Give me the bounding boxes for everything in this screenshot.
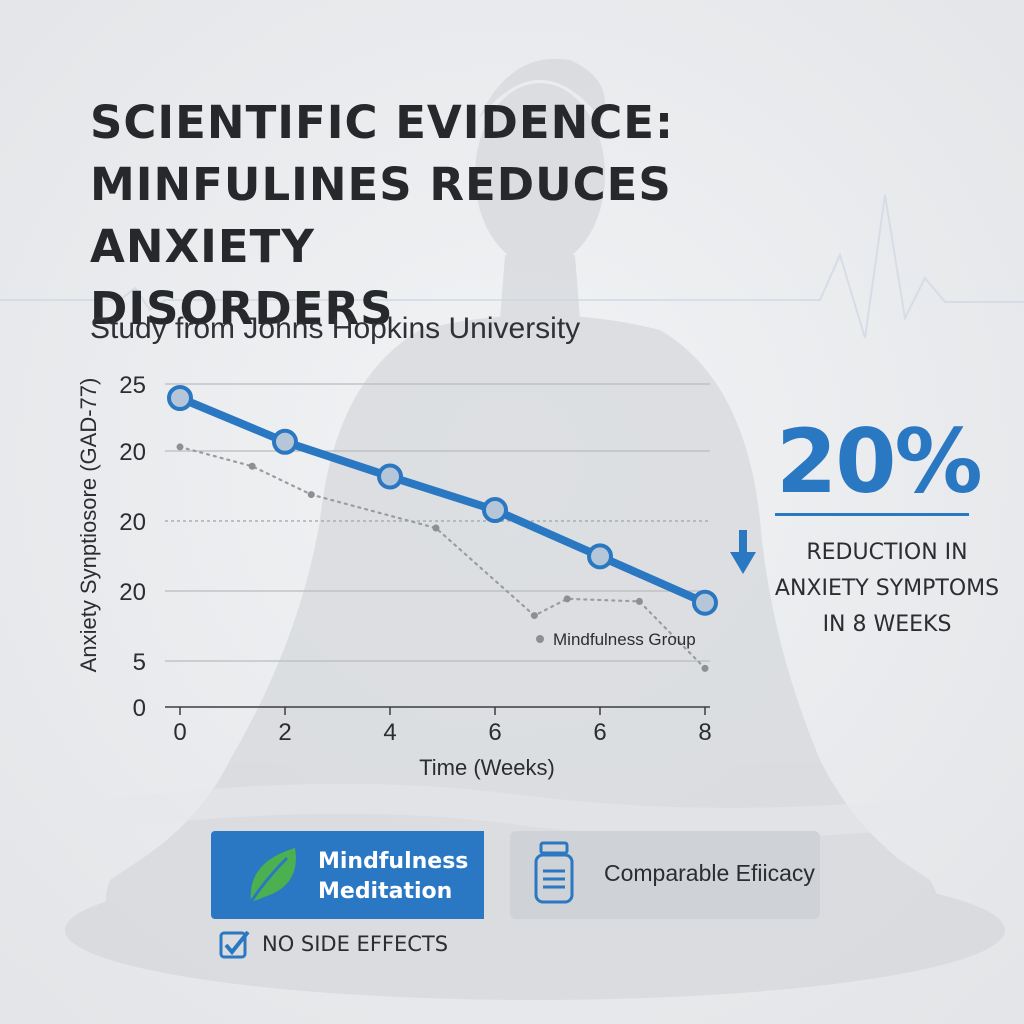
blue-series-point	[482, 497, 508, 524]
mindfulness-label-line-2: Meditation	[318, 879, 453, 904]
checkbox-icon	[219, 930, 250, 959]
blue-series-line	[176, 394, 709, 607]
blue-series-point	[587, 543, 613, 570]
stat-desc-line-2: ANXIETY SYMPTOMS	[774, 576, 1000, 601]
y-tick-label: 0	[133, 695, 146, 722]
mindfulness-group-point	[176, 443, 184, 451]
legend-marker	[536, 635, 544, 643]
y-tick-label: 20	[119, 439, 146, 466]
mindfulness-card-label: Mindfulness Meditation	[318, 847, 478, 907]
x-tick-label: 0	[173, 719, 186, 746]
stat-description: REDUCTION IN ANXIETY SYMPTOMS IN 8 WEEKS	[762, 535, 1012, 643]
blue-series-point	[167, 385, 193, 411]
medication-card	[510, 831, 820, 919]
title-line-1: SCIENTIFIC EVIDENCE:	[90, 96, 675, 149]
y-tick-label: 25	[119, 372, 146, 399]
y-tick-label: 20	[119, 579, 146, 606]
stat-value: 20%	[776, 410, 983, 513]
no-side-effects-label: NO SIDE EFFECTS	[262, 932, 449, 956]
blue-series-point	[377, 463, 403, 490]
medication-card-label: Comparable Efiicacy	[604, 860, 815, 886]
blue-series-point	[692, 589, 718, 616]
y-tick-label: 20	[119, 509, 146, 536]
stat-desc-line-3: IN 8 WEEKS	[822, 612, 952, 637]
pill-bottle-icon	[534, 841, 574, 904]
stat-underline	[775, 513, 969, 516]
x-tick-label: 4	[383, 719, 396, 746]
y-axis-label: Anxiety Synptiosore (GAD-77)	[76, 378, 101, 673]
mindfulness-group-point	[248, 462, 256, 470]
mindfulness-group-point	[432, 524, 440, 532]
mindfulness-group-point	[563, 595, 571, 603]
y-tick-label: 5	[133, 649, 146, 676]
legend-label: Mindfulness Group	[553, 630, 696, 649]
x-axis-label: Time (Weeks)	[419, 755, 555, 780]
mindfulness-group-point	[701, 664, 709, 672]
mindfulness-group-point	[307, 491, 315, 499]
stat-desc-line-1: REDUCTION IN	[806, 540, 968, 565]
down-arrow-icon	[730, 530, 756, 574]
blue-series-point	[272, 428, 298, 455]
mindfulness-label-line-1: Mindfulness	[318, 849, 469, 874]
mindfulness-group-point	[530, 612, 538, 620]
title-line-2: MINFULINES REDUCES ANXIETY	[90, 158, 672, 273]
leaf-icon	[249, 848, 296, 903]
title-line-3: DISORDERS	[90, 282, 394, 335]
x-tick-label: 8	[698, 719, 711, 746]
mindfulness-group-line	[178, 445, 707, 670]
page-title: SCIENTIFIC EVIDENCE: MINFULINES REDUCES …	[90, 92, 910, 340]
mindfulness-group-point	[635, 597, 643, 605]
study-source: Study from Johns Hopkins University	[90, 312, 581, 345]
x-tick-label: 2	[278, 719, 291, 746]
x-tick-label: 6	[593, 719, 606, 746]
heartbeat-line	[0, 194, 1024, 339]
x-tick-label: 6	[488, 719, 501, 746]
